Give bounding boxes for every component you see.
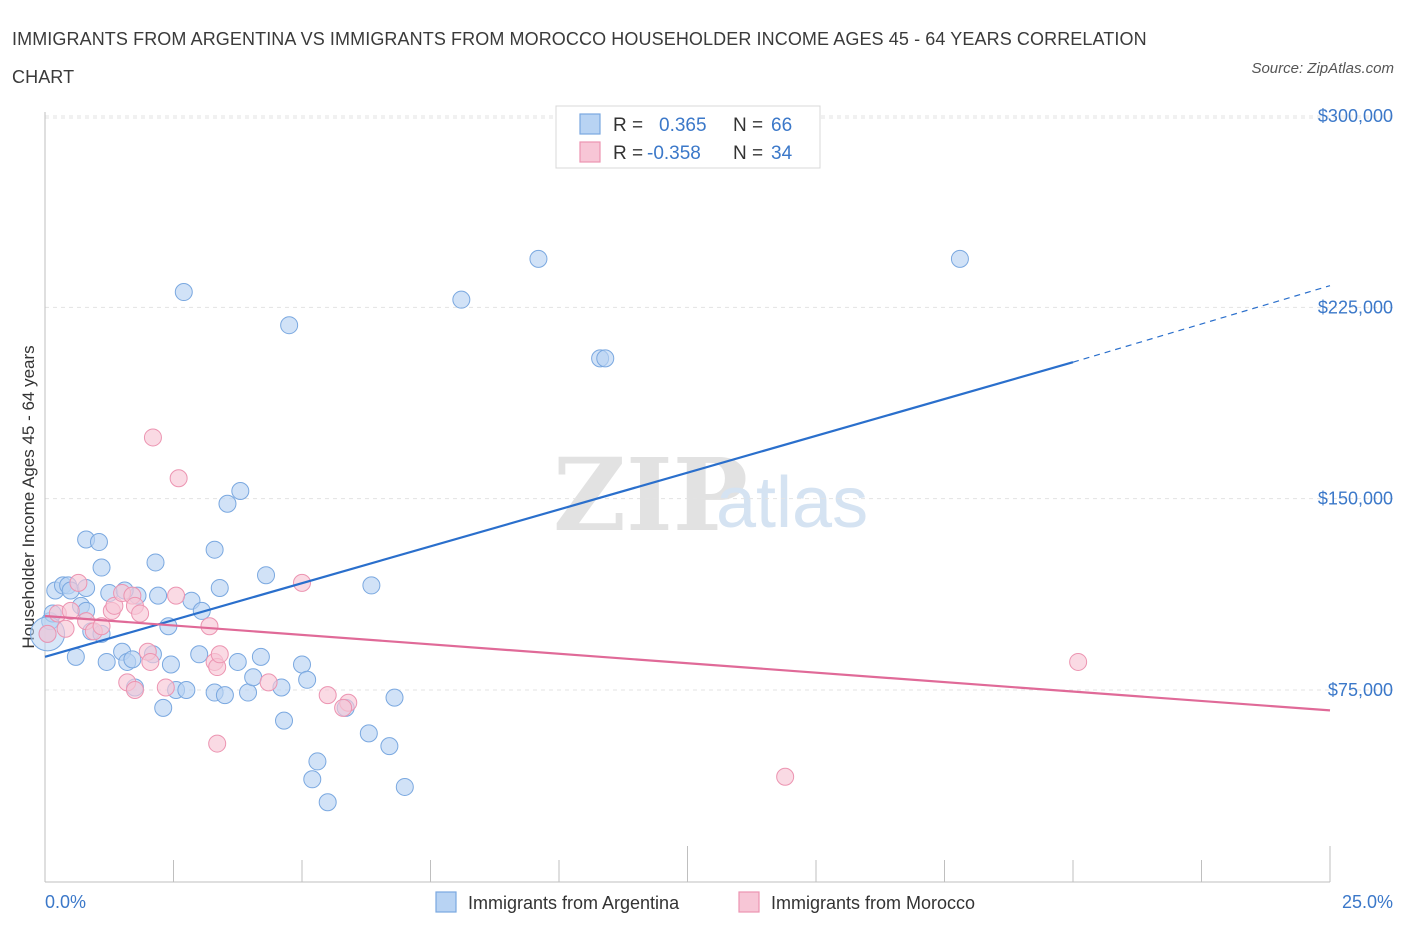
data-point <box>154 698 173 717</box>
bottom-legend-label-argentina: Immigrants from Argentina <box>468 893 680 913</box>
data-point <box>89 533 108 552</box>
data-point <box>231 482 250 501</box>
data-point <box>259 673 278 692</box>
source-label: Source: ZipAtlas.com <box>1251 60 1394 77</box>
watermark: ZIP atlas <box>553 436 868 554</box>
data-point <box>452 290 471 309</box>
chart-title: IMMIGRANTS FROM ARGENTINA VS IMMIGRANTS … <box>12 29 1147 87</box>
bottom-legend: Immigrants from Argentina Immigrants fro… <box>435 891 975 913</box>
data-point <box>143 428 162 447</box>
legend-swatch-argentina <box>579 113 601 135</box>
x-tick-labels: 0.0% 25.0% <box>45 892 1393 912</box>
data-point <box>177 681 196 699</box>
data-point <box>776 767 795 786</box>
data-point <box>257 566 276 585</box>
data-point <box>169 469 188 488</box>
bottom-legend-swatch-argentina <box>435 891 457 913</box>
trend-line-argentina-extension <box>1072 285 1331 363</box>
data-point <box>318 793 337 812</box>
data-point <box>239 683 258 702</box>
data-point <box>66 647 85 666</box>
y-tick-labels: $75,000 $150,000 $225,000 $300,000 <box>1318 106 1393 700</box>
data-point <box>251 647 270 666</box>
x-tick-label: 0.0% <box>45 892 86 912</box>
legend-n-label-morocco: N = <box>733 143 763 164</box>
data-point <box>359 724 378 743</box>
data-point <box>208 734 227 753</box>
axes <box>44 112 1331 883</box>
data-point <box>1069 652 1088 671</box>
data-point <box>293 655 311 674</box>
data-point <box>210 645 229 664</box>
data-point <box>167 586 186 605</box>
y-tick-label: $225,000 <box>1318 297 1393 317</box>
data-point <box>92 558 111 577</box>
legend-r-value-morocco: -0.358 <box>647 143 701 164</box>
legend-n-label-argentina: N = <box>733 115 763 136</box>
data-point <box>131 604 150 623</box>
watermark-zip: ZIP <box>553 436 748 554</box>
data-point <box>210 578 229 597</box>
data-point <box>125 681 144 699</box>
legend-n-value-morocco: 34 <box>771 143 793 164</box>
y-tick-label: $300,000 <box>1318 106 1393 126</box>
trend-line-morocco <box>44 614 1331 712</box>
data-point <box>92 617 111 636</box>
data-point <box>318 686 337 705</box>
data-point <box>395 777 414 796</box>
data-point <box>228 652 247 671</box>
data-point <box>275 711 294 730</box>
legend-r-label-morocco: R = <box>613 143 643 164</box>
data-point <box>141 652 160 671</box>
data-point <box>280 316 299 335</box>
data-point <box>61 601 80 620</box>
data-point <box>38 624 57 643</box>
data-point <box>529 249 548 268</box>
legend: R = 0.365 N = 66 R = -0.358 N = 34 <box>555 105 821 169</box>
trend-line-argentina <box>44 361 1074 658</box>
data-point <box>385 688 404 707</box>
legend-r-label-argentina: R = <box>613 115 643 136</box>
x-tick-label: 25.0% <box>1342 892 1393 912</box>
data-point <box>244 668 263 687</box>
data-point <box>69 573 88 592</box>
watermark-atlas: atlas <box>716 463 868 543</box>
data-point <box>123 650 142 669</box>
data-point <box>205 540 224 559</box>
trend-lines <box>44 285 1331 712</box>
data-point <box>190 645 209 664</box>
data-point <box>218 494 237 513</box>
bottom-legend-label-morocco: Immigrants from Morocco <box>771 893 975 913</box>
data-point <box>149 586 168 605</box>
data-point <box>380 737 399 756</box>
data-point <box>200 617 219 636</box>
series-morocco-points <box>38 428 1088 786</box>
data-point <box>362 576 381 595</box>
data-point <box>596 349 615 368</box>
y-tick-label: $150,000 <box>1318 489 1393 509</box>
data-point <box>146 553 165 572</box>
data-point <box>298 670 317 689</box>
data-point <box>215 686 234 705</box>
data-point <box>334 698 353 717</box>
data-point <box>950 249 969 268</box>
data-point <box>303 770 322 789</box>
data-point <box>156 678 175 697</box>
legend-swatch-morocco <box>579 141 601 163</box>
gridlines <box>45 115 1395 691</box>
data-point <box>97 652 116 671</box>
legend-r-value-argentina: 0.365 <box>659 115 707 136</box>
y-axis-label: Householder Income Ages 45 - 64 years <box>19 345 38 648</box>
legend-n-value-argentina: 66 <box>771 115 792 136</box>
data-point <box>56 619 75 638</box>
data-point <box>308 752 327 771</box>
y-tick-label: $75,000 <box>1328 680 1393 700</box>
bottom-legend-swatch-morocco <box>738 891 760 913</box>
data-point <box>174 283 193 302</box>
data-point <box>161 655 180 674</box>
